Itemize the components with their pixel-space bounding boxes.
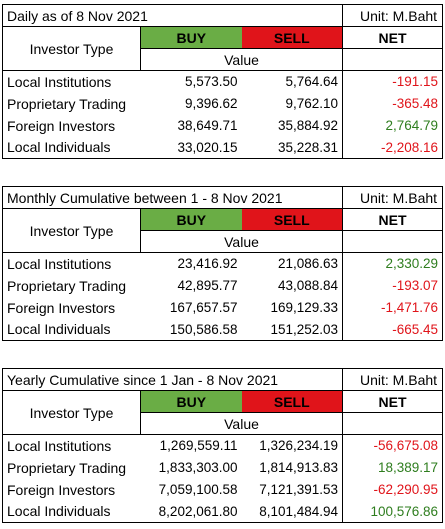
sell-value: 35,884.92 <box>277 118 339 133</box>
table-row: Foreign Investors 38,649.71 35,884.92 2,… <box>2 114 444 137</box>
sell-value: 169,129.33 <box>270 300 339 315</box>
investor-type-header: Investor Type <box>2 390 141 435</box>
value-header: Value <box>140 412 343 435</box>
investor-type: Foreign Investors <box>2 478 141 501</box>
investor-type-header: Investor Type <box>2 208 141 253</box>
net-header-blank <box>342 230 444 253</box>
net-header: NET <box>342 208 444 231</box>
net-value: 100,576.86 <box>342 500 444 523</box>
investor-type: Local Individuals <box>2 500 141 523</box>
sell-value: 9,762.10 <box>285 96 339 111</box>
investor-type: Local Individuals <box>2 318 141 341</box>
sell-value: 8,101,484.94 <box>241 500 343 523</box>
unit-label: Unit: M.Baht <box>342 4 444 27</box>
net-value: 2,330.29 <box>342 252 444 275</box>
yearly-table: Yearly Cumulative since 1 Jan - 8 Nov 20… <box>1 368 444 523</box>
value-header: Value <box>140 48 343 71</box>
buy-value: 150,586.58 <box>140 318 242 341</box>
buy-value: 38,649.71 <box>177 118 238 133</box>
net-value: -193.07 <box>342 274 444 297</box>
sell-value: 1,326,234.19 <box>259 438 339 454</box>
investor-type: Proprietary Trading <box>2 456 141 479</box>
buy-value: 7,059,100.58 <box>158 482 238 497</box>
unit-label: Unit: M.Baht <box>342 186 444 209</box>
net-header-blank <box>342 412 444 435</box>
sell-value: 35,228.31 <box>241 136 343 159</box>
investor-type: Foreign Investors <box>2 114 141 137</box>
sell-header: SELL <box>241 208 343 231</box>
buy-value: 23,416.92 <box>177 256 238 272</box>
table-row: Local Institutions 1,269,559.11 1,326,23… <box>2 434 444 457</box>
table-row: Local Individuals 8,202,061.80 8,101,484… <box>2 500 444 523</box>
table-row: Local Institutions 5,573.50 5,764.64 -19… <box>2 70 444 93</box>
net-value: -1,471.76 <box>342 296 444 319</box>
table-title: Monthly Cumulative between 1 - 8 Nov 202… <box>1 186 344 209</box>
buy-value: 5,573.50 <box>184 74 238 90</box>
investor-type-header: Investor Type <box>2 26 141 71</box>
daily-table: Daily as of 8 Nov 2021 Unit: M.Baht Inve… <box>1 4 444 159</box>
buy-value: 1,833,303.00 <box>158 460 238 475</box>
net-value: -191.15 <box>342 70 444 93</box>
net-value: -62,290.95 <box>342 478 444 501</box>
sell-header: SELL <box>241 390 343 413</box>
table-title: Yearly Cumulative since 1 Jan - 8 Nov 20… <box>1 368 344 391</box>
unit-label: Unit: M.Baht <box>342 368 444 391</box>
sell-value: 1,814,913.83 <box>259 460 339 475</box>
investor-type: Local Institutions <box>2 434 141 457</box>
table-row: Foreign Investors 7,059,100.58 7,121,391… <box>2 478 444 501</box>
buy-value: 8,202,061.80 <box>140 500 242 523</box>
buy-header: BUY <box>140 390 242 413</box>
investor-type: Local Individuals <box>2 136 141 159</box>
value-header: Value <box>140 230 343 253</box>
buy-value: 9,396.62 <box>184 96 238 111</box>
table-row: Local Individuals 33,020.15 35,228.31 -2… <box>2 136 444 159</box>
investor-type: Local Institutions <box>2 70 141 93</box>
buy-value: 167,657.57 <box>169 300 238 315</box>
buy-value: 1,269,559.11 <box>159 438 238 454</box>
table-row: Proprietary Trading 1,833,303.00 1,814,9… <box>2 456 444 479</box>
table-title: Daily as of 8 Nov 2021 <box>1 4 344 27</box>
net-value: -2,208.16 <box>342 136 444 159</box>
net-header: NET <box>342 26 444 49</box>
table-row: Proprietary Trading 9,396.62 9,762.10 -3… <box>2 92 444 115</box>
net-header-blank <box>342 48 444 71</box>
investor-type: Proprietary Trading <box>2 274 141 297</box>
sell-value: 43,088.84 <box>277 278 339 293</box>
buy-header: BUY <box>140 208 242 231</box>
net-value: -56,675.08 <box>342 434 444 457</box>
sell-value: 7,121,391.53 <box>259 482 339 497</box>
table-row: Proprietary Trading 42,895.77 43,088.84 … <box>2 274 444 297</box>
sell-value: 151,252.03 <box>241 318 343 341</box>
net-value: -665.45 <box>342 318 444 341</box>
buy-header: BUY <box>140 26 242 49</box>
buy-value: 42,895.77 <box>177 278 238 293</box>
net-header: NET <box>342 390 444 413</box>
investor-type: Foreign Investors <box>2 296 141 319</box>
sell-value: 21,086.63 <box>277 256 339 272</box>
investor-type: Proprietary Trading <box>2 92 141 115</box>
table-row: Foreign Investors 167,657.57 169,129.33 … <box>2 296 444 319</box>
buy-value: 33,020.15 <box>140 136 242 159</box>
investor-type: Local Institutions <box>2 252 141 275</box>
net-value: 2,764.79 <box>342 114 444 137</box>
sell-header: SELL <box>241 26 343 49</box>
net-value: 18,389.17 <box>342 456 444 479</box>
table-row: Local Institutions 23,416.92 21,086.63 2… <box>2 252 444 275</box>
net-value: -365.48 <box>342 92 444 115</box>
table-row: Local Individuals 150,586.58 151,252.03 … <box>2 318 444 341</box>
sell-value: 5,764.64 <box>285 74 339 90</box>
monthly-table: Monthly Cumulative between 1 - 8 Nov 202… <box>1 186 444 341</box>
